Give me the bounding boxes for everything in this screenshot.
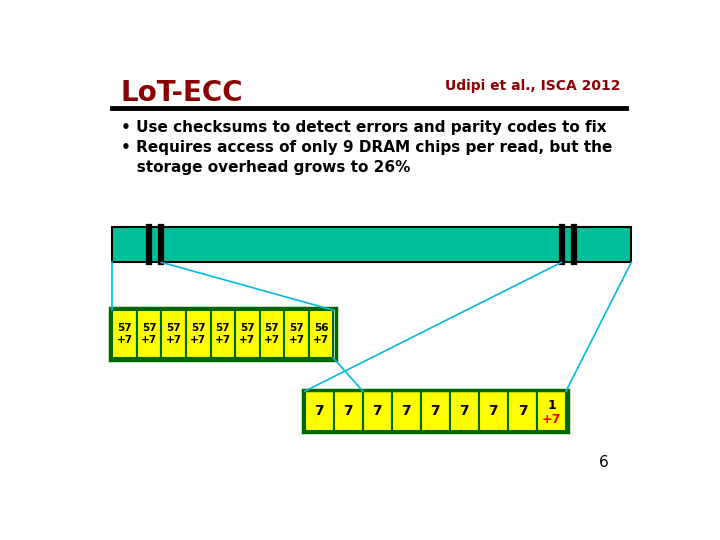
Text: 7: 7 — [343, 404, 354, 418]
Bar — [421, 391, 450, 431]
Text: 7: 7 — [518, 404, 527, 418]
Bar — [260, 310, 284, 358]
Text: 57
+7: 57 +7 — [289, 323, 305, 345]
Text: Udipi et al., ISCA 2012: Udipi et al., ISCA 2012 — [445, 79, 620, 93]
Text: +7: +7 — [541, 413, 561, 426]
Bar — [284, 310, 309, 358]
Bar — [161, 310, 186, 358]
Text: 7: 7 — [431, 404, 440, 418]
Bar — [450, 391, 479, 431]
Text: storage overhead grows to 26%: storage overhead grows to 26% — [121, 160, 410, 174]
Text: 7: 7 — [402, 404, 411, 418]
Bar — [110, 308, 336, 360]
Bar — [479, 391, 508, 431]
Bar — [210, 310, 235, 358]
Bar — [305, 391, 334, 431]
Text: 1: 1 — [547, 399, 556, 411]
Text: 57
+7: 57 +7 — [166, 323, 181, 345]
Text: 57
+7: 57 +7 — [117, 323, 132, 345]
Text: 56
+7: 56 +7 — [313, 323, 329, 345]
Text: 57
+7: 57 +7 — [239, 323, 256, 345]
Bar — [334, 391, 363, 431]
Bar — [112, 227, 631, 262]
Bar — [186, 310, 210, 358]
Text: 57
+7: 57 +7 — [264, 323, 280, 345]
Bar — [112, 310, 137, 358]
Text: 57
+7: 57 +7 — [141, 323, 157, 345]
Text: • Requires access of only 9 DRAM chips per read, but the: • Requires access of only 9 DRAM chips p… — [121, 140, 612, 156]
Bar — [508, 391, 537, 431]
Text: 7: 7 — [315, 404, 324, 418]
Text: 57
+7: 57 +7 — [215, 323, 231, 345]
Bar — [137, 310, 161, 358]
Bar — [537, 391, 566, 431]
Text: • Use checksums to detect errors and parity codes to fix: • Use checksums to detect errors and par… — [121, 120, 606, 134]
Bar — [392, 391, 421, 431]
Bar — [363, 391, 392, 431]
Bar — [309, 310, 333, 358]
Bar — [235, 310, 260, 358]
Text: 7: 7 — [459, 404, 469, 418]
Text: 7: 7 — [489, 404, 498, 418]
Text: 57
+7: 57 +7 — [190, 323, 207, 345]
Text: 7: 7 — [372, 404, 382, 418]
Text: 6: 6 — [598, 455, 608, 470]
Text: LoT-ECC: LoT-ECC — [121, 79, 243, 107]
Bar — [302, 389, 568, 433]
